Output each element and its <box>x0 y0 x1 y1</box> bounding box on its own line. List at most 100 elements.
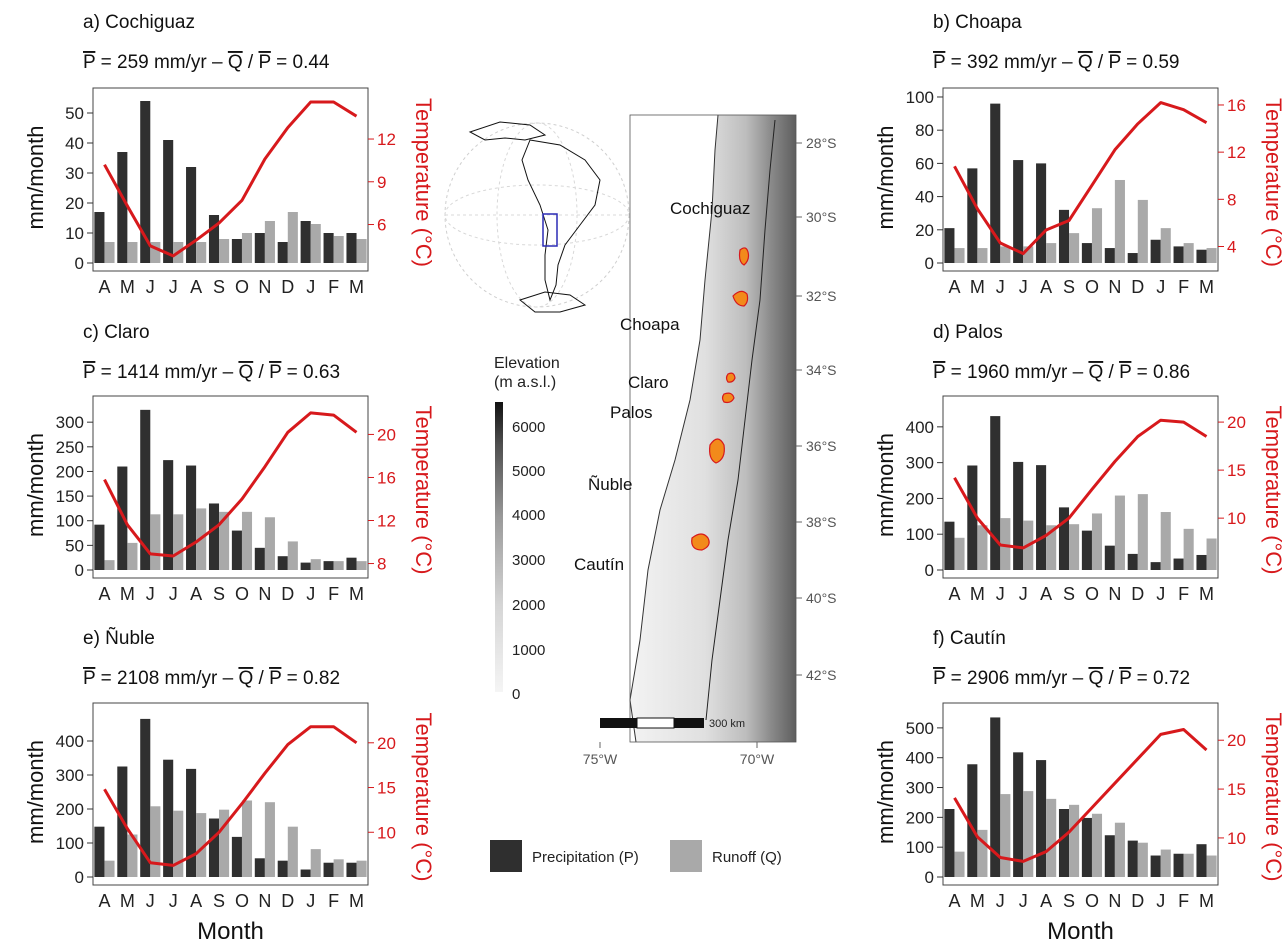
precip-bar <box>1150 562 1161 570</box>
p-mean-symbol-2: P <box>1119 362 1131 383</box>
runoff-bar <box>264 802 275 877</box>
y2-tick-label: 20 <box>1227 731 1246 750</box>
chart-panel-3: c) Claro P = 1414 mm/yr – Q / P = 0.63 0 50… <box>23 322 436 604</box>
runoff-bar <box>977 525 988 570</box>
x-tick-label: M <box>349 584 364 604</box>
x-tick-label: J <box>1156 584 1165 604</box>
legend-swatch-runoff <box>670 840 702 872</box>
y-tick-label: 200 <box>56 462 84 481</box>
runoff-bar <box>1114 179 1125 263</box>
precip-bar <box>277 242 288 263</box>
q-mean-symbol: Q <box>1088 668 1103 689</box>
q-mean-symbol: Q <box>1088 362 1103 383</box>
p-mean-value: = 1960 mm/yr – <box>945 362 1088 383</box>
panel-stats: P = 1414 mm/yr – Q / P = 0.63 <box>83 362 340 383</box>
temperature-line <box>103 725 358 867</box>
y-tick-label: 250 <box>56 438 84 457</box>
y-tick-label: 100 <box>56 834 84 853</box>
y2-axis-label: Temperature (°C) <box>411 98 436 267</box>
runoff-bar <box>1069 804 1080 877</box>
elev-tick-0: 0 <box>512 686 520 703</box>
q-mean-symbol: Q <box>238 668 253 689</box>
runoff-bar <box>1000 246 1011 263</box>
ratio-slash: / <box>253 668 269 689</box>
border-line <box>705 119 776 721</box>
x-tick-label: O <box>235 277 249 297</box>
q-mean-symbol: Q <box>228 52 243 73</box>
x-tick-label: J <box>306 277 315 297</box>
runoff-bar <box>1000 518 1011 570</box>
precip-bar <box>967 764 978 877</box>
runoff-bar <box>241 800 253 877</box>
runoff-bar <box>1183 528 1194 570</box>
x-tick-label: A <box>948 891 960 911</box>
y-tick-label: 10 <box>65 224 84 243</box>
precip-bar <box>346 862 357 877</box>
x-tick-label: A <box>190 277 202 297</box>
p-mean-value: = 259 mm/yr – <box>95 52 228 73</box>
y-tick-label: 100 <box>906 525 934 544</box>
p-mean-symbol: P <box>933 362 945 383</box>
x-tick-label: S <box>213 584 225 604</box>
runoff-bar <box>1206 855 1217 877</box>
map-frame <box>629 114 797 743</box>
y-axis-label: mm/month <box>873 433 898 537</box>
runoff-bar <box>356 239 367 263</box>
y-tick-label: 80 <box>915 121 934 140</box>
x-axis-label: Month <box>197 918 264 944</box>
y-tick-label: 100 <box>906 838 934 857</box>
x-tick-label: F <box>1178 277 1189 297</box>
scale-label: 300 km <box>709 718 745 730</box>
y2-tick-label: 9 <box>377 173 386 192</box>
q-mean-symbol: Q <box>1078 52 1093 73</box>
y2-tick-label: 10 <box>1227 829 1246 848</box>
runoff-bar <box>1046 243 1057 263</box>
x-tick-label: J <box>169 584 178 604</box>
x-tick-label: S <box>1063 584 1075 604</box>
chart-panels: a) Cochiguaz P = 259 mm/yr – Q / P = 0.44… <box>23 12 1286 944</box>
panel-title: d) Palos <box>933 322 1003 343</box>
y2-tick-label: 16 <box>1227 96 1246 115</box>
runoff-bar <box>264 517 275 570</box>
y2-tick-label: 20 <box>1227 413 1246 432</box>
precip-bar <box>1196 554 1207 570</box>
y-tick-label: 500 <box>906 719 934 738</box>
panel-title: c) Claro <box>83 322 150 343</box>
precip-bar <box>140 101 151 263</box>
y-tick-label: 0 <box>75 254 84 273</box>
x-tick-label: M <box>349 891 364 911</box>
runoff-bar <box>1069 233 1080 263</box>
x-tick-label: M <box>1199 584 1214 604</box>
lat-label-30: 30°S <box>806 209 837 225</box>
y-tick-label: 40 <box>915 188 934 207</box>
x-tick-label: S <box>213 891 225 911</box>
p-mean-symbol-2: P <box>259 52 271 73</box>
y-tick-label: 60 <box>915 154 934 173</box>
map-name-claro: Claro <box>628 373 669 392</box>
precip-bar <box>346 557 357 570</box>
x-tick-label: N <box>1108 584 1121 604</box>
north-america-outline <box>468 121 547 141</box>
y-tick-label: 100 <box>56 512 84 531</box>
x-tick-label: D <box>1131 277 1144 297</box>
runoff-bar <box>104 242 115 263</box>
precip-bar <box>1150 855 1161 877</box>
precip-bar <box>94 524 105 570</box>
x-tick-label: J <box>1019 891 1028 911</box>
legend-swatch-precip <box>490 840 522 872</box>
elevation-title-2: (m a.s.l.) <box>494 374 556 391</box>
runoff-bar <box>1183 853 1194 877</box>
x-tick-label: O <box>1085 584 1099 604</box>
panel-stats: P = 392 mm/yr – Q / P = 0.59 <box>933 52 1179 73</box>
x-tick-label: F <box>1178 891 1189 911</box>
y2-tick-label: 10 <box>377 823 396 842</box>
globe-inset <box>444 121 630 313</box>
x-tick-label: N <box>1108 277 1121 297</box>
runoff-bar <box>1000 794 1011 877</box>
chart-panel-5: e) Ñuble P = 2108 mm/yr – Q / P = 0.82 0 10… <box>23 627 436 944</box>
runoff-bar <box>954 248 965 263</box>
p-mean-symbol-2: P <box>269 668 281 689</box>
elevation-colorbar <box>495 402 503 692</box>
x-tick-label: O <box>1085 277 1099 297</box>
y-tick-label: 300 <box>906 779 934 798</box>
